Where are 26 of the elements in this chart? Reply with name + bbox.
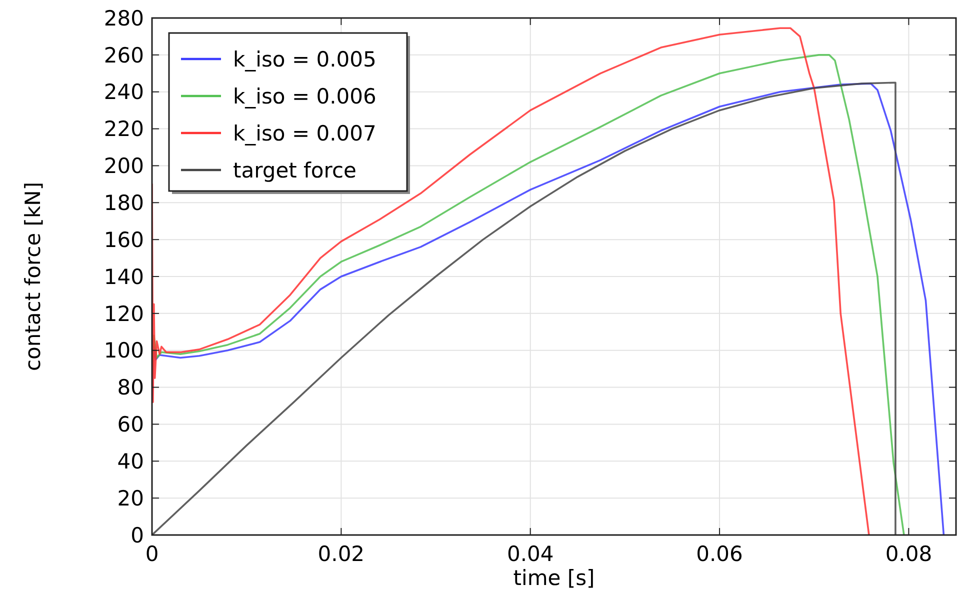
x-tick-label: 0.04 [506, 542, 554, 566]
y-tick-label: 260 [104, 43, 144, 68]
x-axis-title: time [s] [513, 566, 595, 590]
legend-label: target force [233, 158, 356, 182]
y-tick-label: 60 [117, 412, 144, 437]
legend-label: k_iso = 0.007 [233, 121, 376, 146]
y-tick-label: 280 [104, 6, 144, 30]
y-tick-label: 140 [104, 264, 144, 289]
x-tick-label: 0.06 [696, 542, 743, 566]
y-tick-label: 160 [104, 228, 144, 252]
y-tick-label: 0 [130, 523, 144, 548]
x-tick-label: 0.02 [318, 542, 365, 566]
y-axis-title: contact force [kN] [21, 182, 45, 372]
legend-label: k_iso = 0.006 [233, 84, 376, 108]
x-tick-label: 0.08 [885, 542, 932, 566]
y-tick-label: 220 [104, 117, 144, 142]
y-tick-label: 240 [104, 80, 144, 104]
y-tick-label: 20 [117, 486, 144, 510]
x-tick-label: 0 [145, 542, 159, 566]
y-tick-label: 40 [117, 449, 144, 474]
y-tick-label: 200 [104, 154, 144, 178]
y-tick-label: 180 [104, 190, 144, 215]
y-tick-label: 100 [104, 338, 144, 363]
y-tick-label: 120 [104, 302, 144, 326]
legend-label: k_iso = 0.005 [233, 47, 376, 72]
y-tick-label: 80 [117, 376, 144, 400]
